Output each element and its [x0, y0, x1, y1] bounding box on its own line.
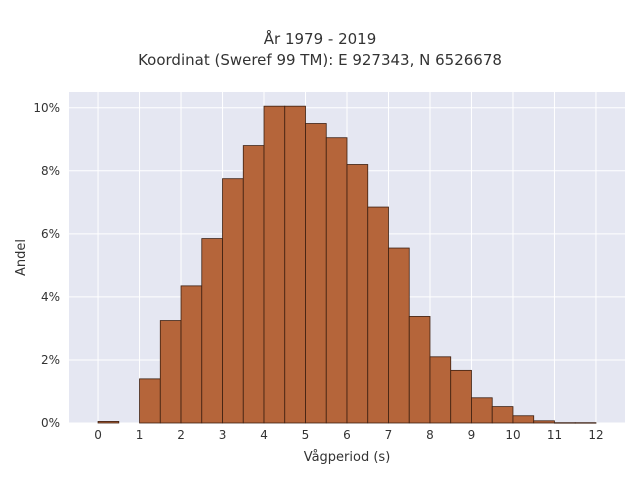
histogram-bar [450, 369, 472, 424]
x-tick-label: 1 [136, 428, 144, 442]
x-axis-title: Vågperiod (s) [304, 450, 391, 465]
histogram-bar [201, 238, 223, 424]
y-tick-label: 0% [41, 416, 60, 430]
y-tick-label: 10% [33, 101, 60, 115]
histogram-bar [574, 422, 597, 424]
x-tick-label: 2 [177, 428, 185, 442]
y-tick-label: 4% [41, 290, 60, 304]
y-tick-label: 2% [41, 353, 60, 367]
x-tick-label: 7 [385, 428, 393, 442]
histogram-bar [242, 145, 265, 424]
histogram-bar [491, 406, 514, 424]
chart-subtitle: Koordinat (Sweref 99 TM): E 927343, N 65… [138, 51, 502, 69]
x-tick-label: 11 [547, 428, 562, 442]
histogram-bar [325, 137, 348, 424]
histogram-bar [139, 378, 161, 424]
histogram-bar [554, 422, 576, 424]
x-axis-ticks: 0 1 2 3 4 5 6 7 8 9 10 11 12 [94, 428, 603, 442]
bars [97, 105, 597, 424]
histogram-bar [388, 247, 410, 424]
histogram-bar [346, 164, 369, 424]
y-tick-label: 6% [41, 227, 60, 241]
histogram-bar [284, 105, 306, 424]
histogram-bar [533, 420, 555, 424]
histogram-bar [471, 397, 493, 424]
histogram-bar [512, 415, 535, 424]
histogram-bar [408, 316, 431, 424]
y-tick-label: 8% [41, 164, 60, 178]
x-tick-label: 12 [588, 428, 603, 442]
chart-title: År 1979 - 2019 [263, 30, 377, 48]
histogram-bar [97, 421, 120, 424]
histogram-bar [180, 285, 203, 424]
x-tick-label: 8 [426, 428, 434, 442]
histogram-bar [222, 178, 244, 424]
x-tick-label: 5 [302, 428, 310, 442]
y-axis-ticks: 0% 2% 4% 6% 8% 10% [33, 101, 60, 430]
histogram-bar [429, 356, 452, 424]
x-tick-label: 3 [219, 428, 227, 442]
histogram-bar [305, 123, 327, 424]
x-tick-label: 6 [343, 428, 351, 442]
x-tick-label: 4 [260, 428, 268, 442]
x-tick-label: 9 [468, 428, 476, 442]
x-tick-label: 10 [505, 428, 520, 442]
x-tick-label: 0 [94, 428, 102, 442]
histogram-bar [263, 105, 286, 424]
histogram-bar [159, 320, 182, 424]
y-axis-title: Andel [14, 239, 29, 276]
histogram-bar [367, 206, 389, 424]
